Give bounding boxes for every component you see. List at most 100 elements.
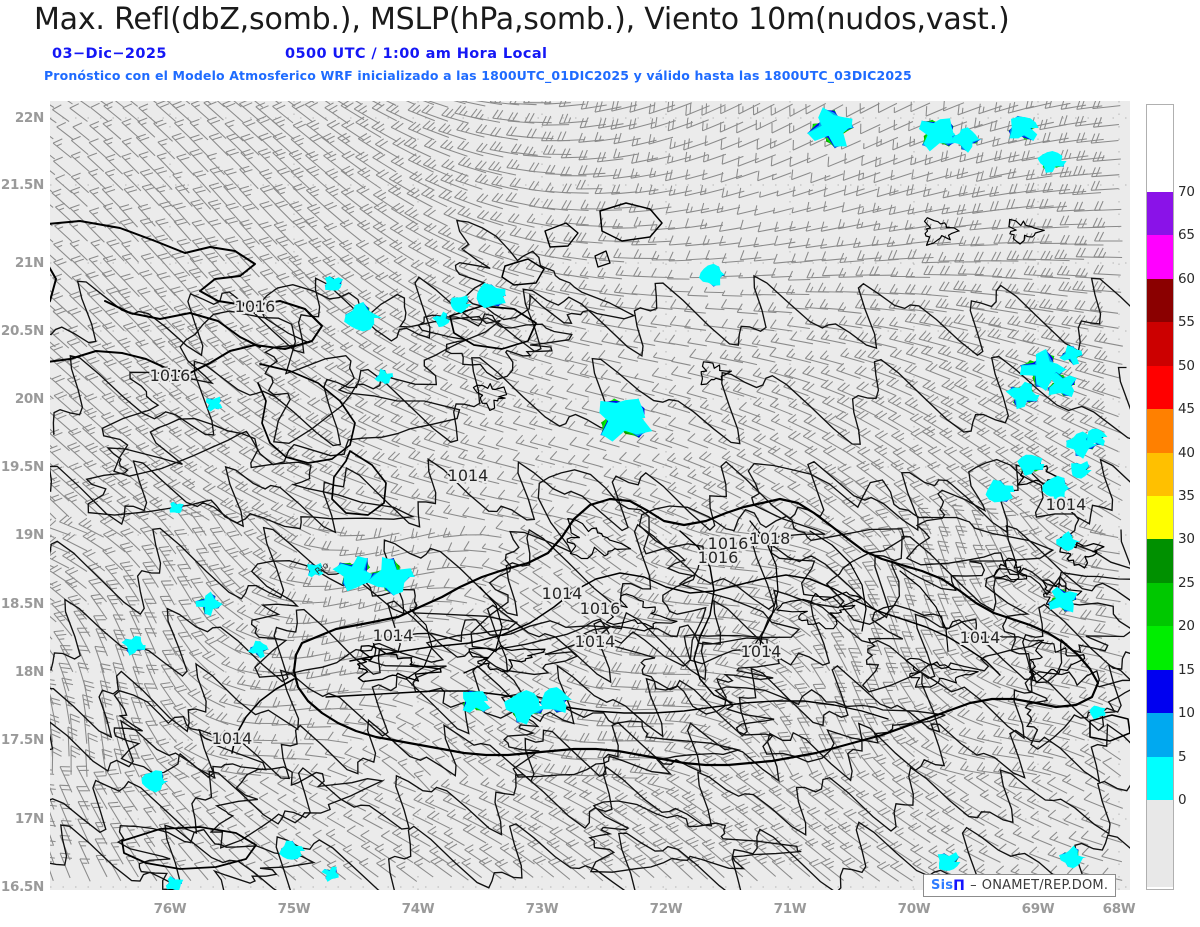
isobar-label: 1016 — [698, 548, 739, 567]
colorbar-tick-35: 35 — [1178, 488, 1195, 504]
lat-tick-18: 18N — [14, 664, 44, 680]
colorbar-tick-60: 60 — [1178, 270, 1195, 287]
storm-cell — [1086, 428, 1108, 447]
storm-cell — [1059, 345, 1083, 366]
storm-cell — [699, 263, 726, 287]
lat-tick-19: 19N — [14, 527, 44, 543]
isobar-label: 1014 — [741, 642, 782, 661]
lon-tick-69W: 69W — [1021, 901, 1055, 917]
colorbar-segment-70-80 — [1147, 105, 1173, 192]
lon-tick-75W: 75W — [277, 901, 311, 917]
forecast-date: 03−Dic−2025 — [52, 46, 167, 62]
storm-cell — [1089, 705, 1106, 720]
storm-cell — [279, 840, 305, 860]
colorbar-tick-70: 70 — [1178, 183, 1195, 200]
isobar-label: 1016 — [580, 599, 621, 618]
colorbar-tick-40: 40 — [1178, 444, 1195, 461]
colorbar-segment-55-60 — [1147, 278, 1173, 323]
lat-tick-22: 22N — [14, 110, 44, 126]
colorbar-segment-65-70 — [1147, 191, 1173, 236]
storm-cell — [937, 852, 961, 871]
colorbar-segment-25-30 — [1147, 539, 1173, 583]
colorbar-segment--10-0 — [1147, 800, 1173, 887]
reflectivity-colorbar[interactable] — [1146, 104, 1174, 890]
forecast-time: 0500 UTC / 1:00 am Hora Local — [285, 46, 548, 62]
isobar-label: 1014 — [575, 632, 616, 651]
colorbar-tick-15: 15 — [1178, 661, 1195, 678]
storm-cell — [919, 118, 960, 152]
storm-cell — [324, 276, 344, 291]
lat-tick-19_5: 19.5N — [0, 459, 44, 475]
storm-cell — [247, 640, 269, 659]
brand-label: Sis — [931, 878, 954, 893]
page-title: Max. Refl(dbZ,somb.), MSLP(hPa,somb.), V… — [34, 2, 1010, 37]
lon-tick-71W: 71W — [773, 901, 807, 917]
lat-tick-17_5: 17.5N — [0, 732, 44, 748]
isobar-label: 1018 — [750, 529, 791, 548]
colorbar-tick-25: 25 — [1178, 574, 1195, 591]
storm-cell — [599, 398, 653, 442]
coastlines — [50, 202, 1130, 870]
colorbar-tick-20: 20 — [1178, 618, 1195, 635]
storm-cell — [1056, 531, 1081, 552]
isobar-label: 1016 — [235, 297, 276, 316]
lon-tick-76W: 76W — [153, 901, 187, 917]
lat-tick-21: 21N — [14, 255, 44, 271]
storm-cell — [985, 479, 1015, 503]
colorbar-segment-45-50 — [1147, 365, 1173, 410]
storm-cell — [1008, 115, 1039, 141]
colorbar-tick-5: 5 — [1178, 748, 1187, 765]
storm-cell — [1005, 381, 1040, 410]
storm-cell — [807, 107, 854, 149]
storm-cell — [1042, 475, 1071, 501]
attribution-separator: – — [970, 878, 977, 893]
colorbar-segment-5-10 — [1147, 713, 1173, 757]
isobar-label: 1014 — [1046, 495, 1087, 514]
lon-tick-72W: 72W — [649, 901, 683, 917]
colorbar-tick-65: 65 — [1178, 227, 1195, 244]
colorbar-tick-45: 45 — [1178, 401, 1195, 418]
storm-cell — [141, 770, 168, 793]
lon-tick-70W: 70W — [897, 901, 931, 917]
storm-cell — [1019, 349, 1068, 391]
storm-cell — [450, 295, 472, 314]
isobar-label: 1014 — [373, 626, 414, 645]
isobar-label: 1014 — [542, 584, 583, 603]
storm-cell — [344, 302, 382, 332]
storm-cell — [1037, 151, 1067, 173]
storm-cell — [307, 562, 324, 578]
storm-cell — [1047, 371, 1077, 397]
lat-tick-18_5: 18.5N — [0, 596, 44, 612]
mslp-isobars — [50, 219, 1130, 890]
lat-tick-21_5: 21.5N — [0, 177, 44, 193]
storm-cell — [1017, 454, 1045, 476]
reflectivity-cells — [121, 107, 1108, 890]
storm-cell — [432, 311, 451, 328]
storm-cell — [1047, 586, 1078, 613]
lat-tick-20: 20N — [14, 391, 44, 407]
colorbar-tick-0: 0 — [1178, 792, 1187, 809]
storm-cell — [504, 690, 548, 725]
attribution-badge: Sis Π – ONAMET/REP.DOM. — [923, 874, 1117, 897]
isobar-label: 1016 — [708, 534, 749, 553]
colorbar-tick-10: 10 — [1178, 705, 1195, 722]
storm-cell — [951, 127, 982, 153]
map-plot-area[interactable]: 1016 1016 1016 1016 1014 1014 1016 1016 1018 1018… — [50, 101, 1130, 890]
lon-tick-68W: 68W — [1102, 901, 1136, 917]
storm-cell — [121, 635, 146, 656]
isobar-label: 1014 — [960, 628, 1001, 647]
colorbar-segment-0-5 — [1147, 756, 1173, 801]
storm-cell — [1071, 461, 1092, 479]
isobar-label: 1014 — [448, 466, 489, 485]
storm-cell — [321, 866, 339, 882]
brand-symbol-icon: Π — [953, 877, 966, 894]
lat-tick-20_5: 20.5N — [0, 323, 44, 339]
storm-cell — [476, 283, 507, 309]
colorbar-segment-40-45 — [1147, 409, 1173, 453]
lat-tick-17: 17N — [14, 811, 44, 827]
isobar-label: 1016 — [150, 366, 191, 385]
colorbar-tick-50: 50 — [1178, 357, 1195, 374]
storm-cell — [205, 396, 223, 412]
storm-cell — [1059, 845, 1087, 869]
